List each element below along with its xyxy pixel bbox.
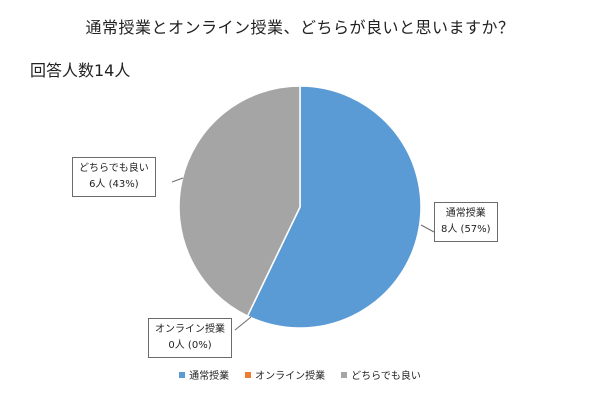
- data-label-value: 6人 (43%): [89, 179, 139, 190]
- legend-swatch: [341, 371, 348, 378]
- label-leader-line: [234, 316, 252, 331]
- data-label-either: どちらでも良い 6人 (43%): [72, 157, 156, 197]
- legend-item-online: オンライン授業: [245, 367, 325, 382]
- data-label-value: 8人 (57%): [441, 224, 491, 235]
- legend-label: オンライン授業: [255, 371, 326, 382]
- legend-label: 通常授業: [189, 371, 230, 382]
- data-label-tsujo: 通常授業 8人 (57%): [434, 202, 498, 242]
- legend: 通常授業 オンライン授業 どちらでも良い: [0, 367, 600, 382]
- data-label-online: オンライン授業 0人 (0%): [148, 318, 232, 358]
- data-label-name: どちらでも良い: [79, 163, 149, 174]
- data-label-name: 通常授業: [445, 208, 486, 219]
- slice-either: [178, 85, 301, 318]
- slice-tsujo: [246, 85, 422, 329]
- legend-label: どちらでも良い: [351, 371, 421, 382]
- data-label-name: オンライン授業: [155, 324, 225, 335]
- legend-swatch: [245, 371, 252, 378]
- legend-item-tsujo: 通常授業: [179, 367, 229, 382]
- legend-item-either: どちらでも良い: [341, 367, 421, 382]
- label-leader-line: [420, 224, 435, 233]
- chart-title: 通常授業とオンライン授業、どちらが良いと思いますか？: [85, 18, 515, 37]
- data-label-value: 0人 (0%): [168, 340, 212, 351]
- chart-subtitle: 回答人数14人: [30, 61, 131, 80]
- label-leader-line: [171, 177, 184, 183]
- legend-swatch: [179, 371, 186, 378]
